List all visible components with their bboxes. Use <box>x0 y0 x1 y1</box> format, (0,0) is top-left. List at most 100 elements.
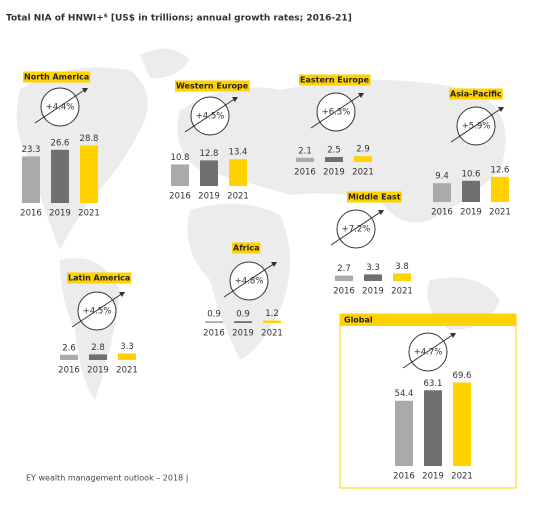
value-label: 9.4 <box>435 172 449 182</box>
region-title: Eastern Europe <box>300 76 370 85</box>
arrow-head <box>358 93 364 98</box>
x-tick-label: 2019 <box>422 472 444 482</box>
growth-arrow <box>184 97 237 133</box>
value-label: 2.7 <box>337 264 351 274</box>
page-title: Total NIA of HNWI+⁶ [US$ in trillions; a… <box>6 14 352 24</box>
source-note: EY wealth management outlook – 2018 | <box>26 474 188 483</box>
value-label: 3.3 <box>120 342 134 352</box>
growth-circle <box>190 96 230 136</box>
value-label: 0.9 <box>236 310 250 320</box>
region-title: North America <box>24 73 89 82</box>
bar <box>22 156 40 203</box>
region-title: Asia-Pacific <box>450 90 502 99</box>
bar <box>433 183 451 202</box>
bar <box>229 159 247 186</box>
bar <box>118 353 136 360</box>
bar <box>335 275 353 281</box>
arrow-head <box>498 107 504 112</box>
x-tick-label: 2021 <box>227 192 249 202</box>
x-tick-label: 2021 <box>489 208 511 218</box>
value-label: 28.8 <box>80 134 99 144</box>
value-label: 54.4 <box>395 389 414 399</box>
value-label: 2.9 <box>356 145 370 155</box>
value-label: 12.6 <box>491 165 510 175</box>
growth-circle <box>77 291 117 331</box>
bar <box>263 320 281 323</box>
growth-circle <box>456 106 496 146</box>
value-label: 13.4 <box>229 148 248 158</box>
region-title: Global <box>344 316 373 325</box>
growth-rate: +4.4% <box>46 103 75 113</box>
x-tick-label: 2019 <box>198 192 220 202</box>
bar <box>325 157 343 162</box>
growth-rate: +7.2% <box>342 225 371 235</box>
bar <box>354 156 372 162</box>
x-tick-label: 2016 <box>393 472 415 482</box>
region-title: Middle East <box>348 193 401 202</box>
value-label: 1.2 <box>265 309 279 319</box>
growth-circle <box>40 87 80 127</box>
bar <box>491 176 509 202</box>
region-label-bg <box>232 242 261 254</box>
value-label: 3.3 <box>366 263 380 273</box>
arrow-head <box>271 262 277 267</box>
value-label: 26.6 <box>51 138 70 148</box>
value-label: 69.6 <box>453 371 472 381</box>
x-tick-label: 2019 <box>460 208 482 218</box>
arrow-head <box>450 333 456 338</box>
growth-circle <box>316 92 356 132</box>
x-tick-label: 2021 <box>352 168 374 178</box>
x-tick-label: 2019 <box>362 287 384 297</box>
growth-arrow <box>223 262 276 298</box>
region-label-bg <box>347 191 402 203</box>
growth-rate: +6.3% <box>322 108 351 118</box>
bar <box>462 180 480 202</box>
bar <box>171 164 189 186</box>
region-label-bg <box>175 80 250 92</box>
growth-circle <box>336 209 376 249</box>
growth-circle <box>408 332 448 372</box>
region-title: Latin America <box>68 274 130 283</box>
region-title: Africa <box>233 244 260 253</box>
value-label: 23.3 <box>22 145 41 155</box>
value-label: 10.6 <box>462 169 481 179</box>
growth-arrow <box>71 292 124 328</box>
bar <box>60 354 78 360</box>
x-tick-label: 2019 <box>87 366 109 376</box>
bar <box>89 354 107 360</box>
x-tick-label: 2016 <box>333 287 355 297</box>
x-tick-label: 2019 <box>323 168 345 178</box>
region-title: Western Europe <box>176 82 249 91</box>
x-tick-label: 2019 <box>49 209 71 219</box>
value-label: 10.8 <box>171 153 190 163</box>
bar <box>205 321 223 323</box>
value-label: 63.1 <box>424 379 443 389</box>
value-label: 3.8 <box>395 262 409 272</box>
x-tick-label: 2021 <box>78 209 100 219</box>
growth-arrow <box>34 88 87 124</box>
global-header <box>340 314 516 326</box>
arrow-head <box>378 210 384 215</box>
growth-arrow <box>450 107 503 143</box>
growth-circle <box>229 261 269 301</box>
x-tick-label: 2016 <box>431 208 453 218</box>
growth-rate: +4.5% <box>83 307 112 317</box>
growth-rate: +4.7% <box>414 348 443 358</box>
growth-rate: +4.8% <box>235 277 264 287</box>
region-label-bg <box>299 74 371 86</box>
bar <box>424 390 442 466</box>
growth-arrow <box>330 210 383 246</box>
value-label: 0.9 <box>207 310 221 320</box>
bar <box>393 273 411 281</box>
bar <box>200 160 218 186</box>
x-tick-label: 2021 <box>391 287 413 297</box>
x-tick-label: 2021 <box>451 472 473 482</box>
bar <box>296 157 314 162</box>
x-tick-label: 2021 <box>261 329 283 339</box>
arrow-head <box>232 97 238 102</box>
growth-rate: +5.9% <box>462 122 491 132</box>
region-label-bg <box>23 71 91 83</box>
bar <box>453 382 471 466</box>
growth-rate: +4.5% <box>196 112 225 122</box>
